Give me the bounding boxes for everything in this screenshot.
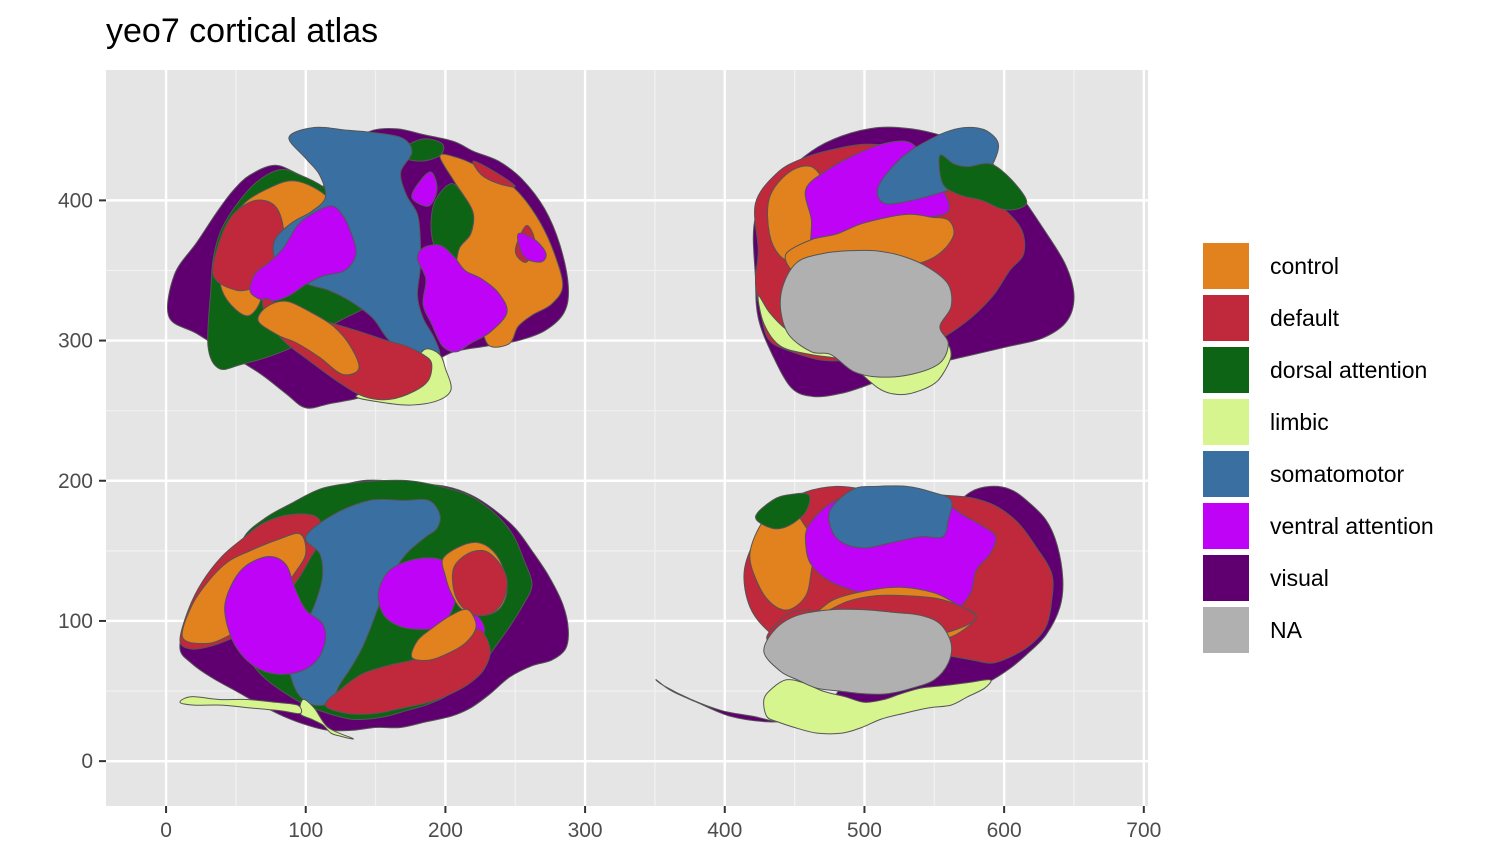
legend-swatch (1202, 346, 1250, 394)
legend-item: control (1202, 240, 1434, 292)
region-limbic (179, 696, 303, 715)
x-tick-label: 200 (428, 819, 463, 842)
x-tick-label: 300 (568, 819, 603, 842)
y-tick-label: 400 (58, 189, 93, 212)
legend-label: control (1270, 252, 1340, 279)
region-ventral-attention (517, 232, 547, 263)
y-tick-label: 200 (58, 470, 93, 493)
legend-label: somatomotor (1270, 460, 1405, 487)
region-na (779, 249, 953, 378)
x-tick-label: 100 (288, 819, 323, 842)
region-ventral-attention (416, 244, 508, 353)
legend-swatch (1202, 606, 1250, 654)
legend-swatch (1202, 398, 1250, 446)
region-somatomotor (828, 485, 953, 549)
region-ventral-attention (224, 556, 327, 675)
legend: control default dorsal attention limbic soma… (1202, 240, 1434, 656)
brain-view-left-lateral (167, 126, 570, 409)
brain-view-left-medial (655, 485, 1064, 735)
legend-item: limbic (1202, 396, 1434, 448)
region-ventral-attention (249, 205, 357, 302)
x-tick-label: 700 (1126, 819, 1161, 842)
legend-swatch (1202, 554, 1250, 602)
legend-label: NA (1270, 616, 1302, 643)
y-tick-label: 300 (58, 330, 93, 353)
region-somatomotor (876, 126, 1000, 205)
legend-label: ventral attention (1270, 512, 1434, 539)
brain-view-right-lateral (179, 479, 569, 740)
brain-view-right-medial (752, 126, 1075, 398)
region-ventral-attention (377, 557, 458, 630)
legend-label: default (1270, 304, 1340, 331)
legend-item: NA (1202, 604, 1434, 656)
legend-item: visual (1202, 552, 1434, 604)
legend-label: dorsal attention (1270, 356, 1428, 383)
legend-item: ventral attention (1202, 500, 1434, 552)
brain-regions (167, 126, 1075, 740)
axis-ticks: 0 100 200 300 400 500 600 700 0 100 200 300 400 (58, 189, 1161, 842)
region-default (451, 549, 508, 617)
legend-label: limbic (1270, 408, 1329, 435)
chart-title: yeo7 cortical atlas (106, 12, 379, 50)
region-dorsal-attention (938, 154, 1028, 211)
x-tick-label: 600 (987, 819, 1022, 842)
x-tick-label: 0 (160, 819, 172, 842)
region-control (257, 300, 360, 376)
legend-item: dorsal attention (1202, 344, 1434, 396)
legend-item: default (1202, 292, 1434, 344)
y-tick-label: 100 (58, 610, 93, 633)
region-na (763, 608, 953, 695)
y-tick-label: 0 (81, 750, 93, 773)
legend-label: visual (1270, 564, 1329, 591)
region-dorsal-attention (755, 492, 811, 530)
legend-item: somatomotor (1202, 448, 1434, 500)
x-tick-label: 400 (707, 819, 742, 842)
region-control (410, 608, 477, 661)
legend-swatch (1202, 242, 1250, 290)
region-limbic (299, 698, 354, 740)
legend-swatch (1202, 502, 1250, 550)
legend-swatch (1202, 450, 1250, 498)
x-tick-label: 500 (847, 819, 882, 842)
region-default (472, 160, 516, 188)
region-ventral-attention (411, 171, 438, 207)
legend-swatch (1202, 294, 1250, 342)
